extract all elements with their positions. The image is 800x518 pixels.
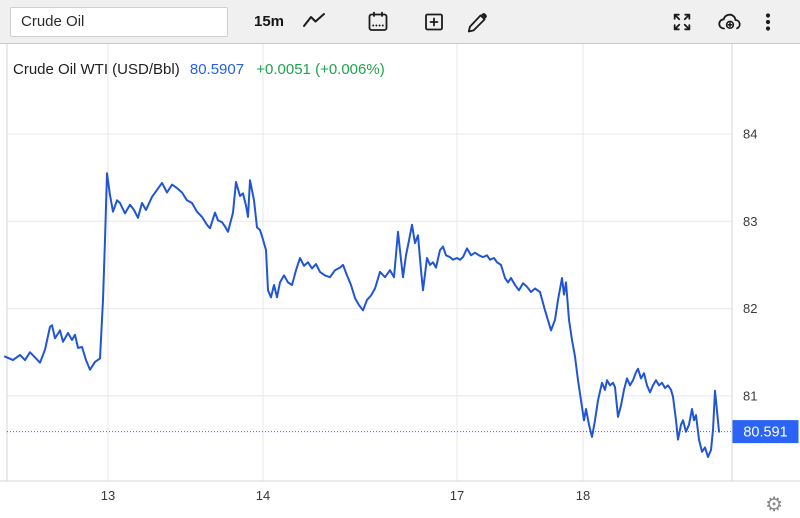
fullscreen-expand-icon: [673, 13, 691, 30]
svg-text:80.591: 80.591: [743, 425, 787, 441]
line-chart-type-button[interactable]: [302, 10, 326, 34]
add-indicator-button[interactable]: [422, 10, 446, 34]
more-options-button[interactable]: [760, 10, 776, 34]
svg-text:14: 14: [256, 488, 270, 503]
svg-text:17: 17: [450, 488, 464, 503]
legend-change: +0.0051 (+0.006%): [256, 61, 385, 78]
line-chart-icon: [303, 12, 326, 27]
calendar-icon: [368, 11, 388, 31]
svg-text:18: 18: [576, 488, 590, 503]
cloud-download-icon: [718, 13, 741, 29]
export-button[interactable]: [717, 10, 744, 34]
svg-text:84: 84: [743, 127, 757, 142]
svg-text:82: 82: [743, 301, 757, 316]
kebab-menu-icon: [765, 12, 771, 31]
interval-selector[interactable]: 15m: [254, 13, 285, 30]
svg-text:83: 83: [743, 214, 757, 229]
chart-toolbar: 15m: [0, 0, 800, 44]
chart-legend: Crude Oil WTI (USD/Bbl) 80.5907 +0.0051 …: [13, 61, 385, 78]
plus-square-icon: [425, 13, 443, 30]
pencil-icon: [467, 12, 487, 32]
legend-symbol: Crude Oil WTI (USD/Bbl): [13, 61, 180, 78]
svg-text:13: 13: [101, 488, 115, 503]
settings-gear-icon[interactable]: ⚙: [765, 494, 783, 516]
date-range-button[interactable]: [366, 10, 390, 34]
chart-area: 13 14 17 18 84 83 82 81 80.591 Crude Oil WTI (US…: [0, 44, 800, 518]
legend-last-price: 80.5907: [189, 61, 245, 78]
symbol-search-input[interactable]: [10, 6, 228, 37]
fullscreen-button[interactable]: [671, 11, 693, 33]
svg-text:81: 81: [743, 388, 757, 403]
price-chart-canvas[interactable]: 13 14 17 18 84 83 82 81 80.591: [0, 44, 800, 518]
draw-tools-button[interactable]: [466, 10, 490, 34]
